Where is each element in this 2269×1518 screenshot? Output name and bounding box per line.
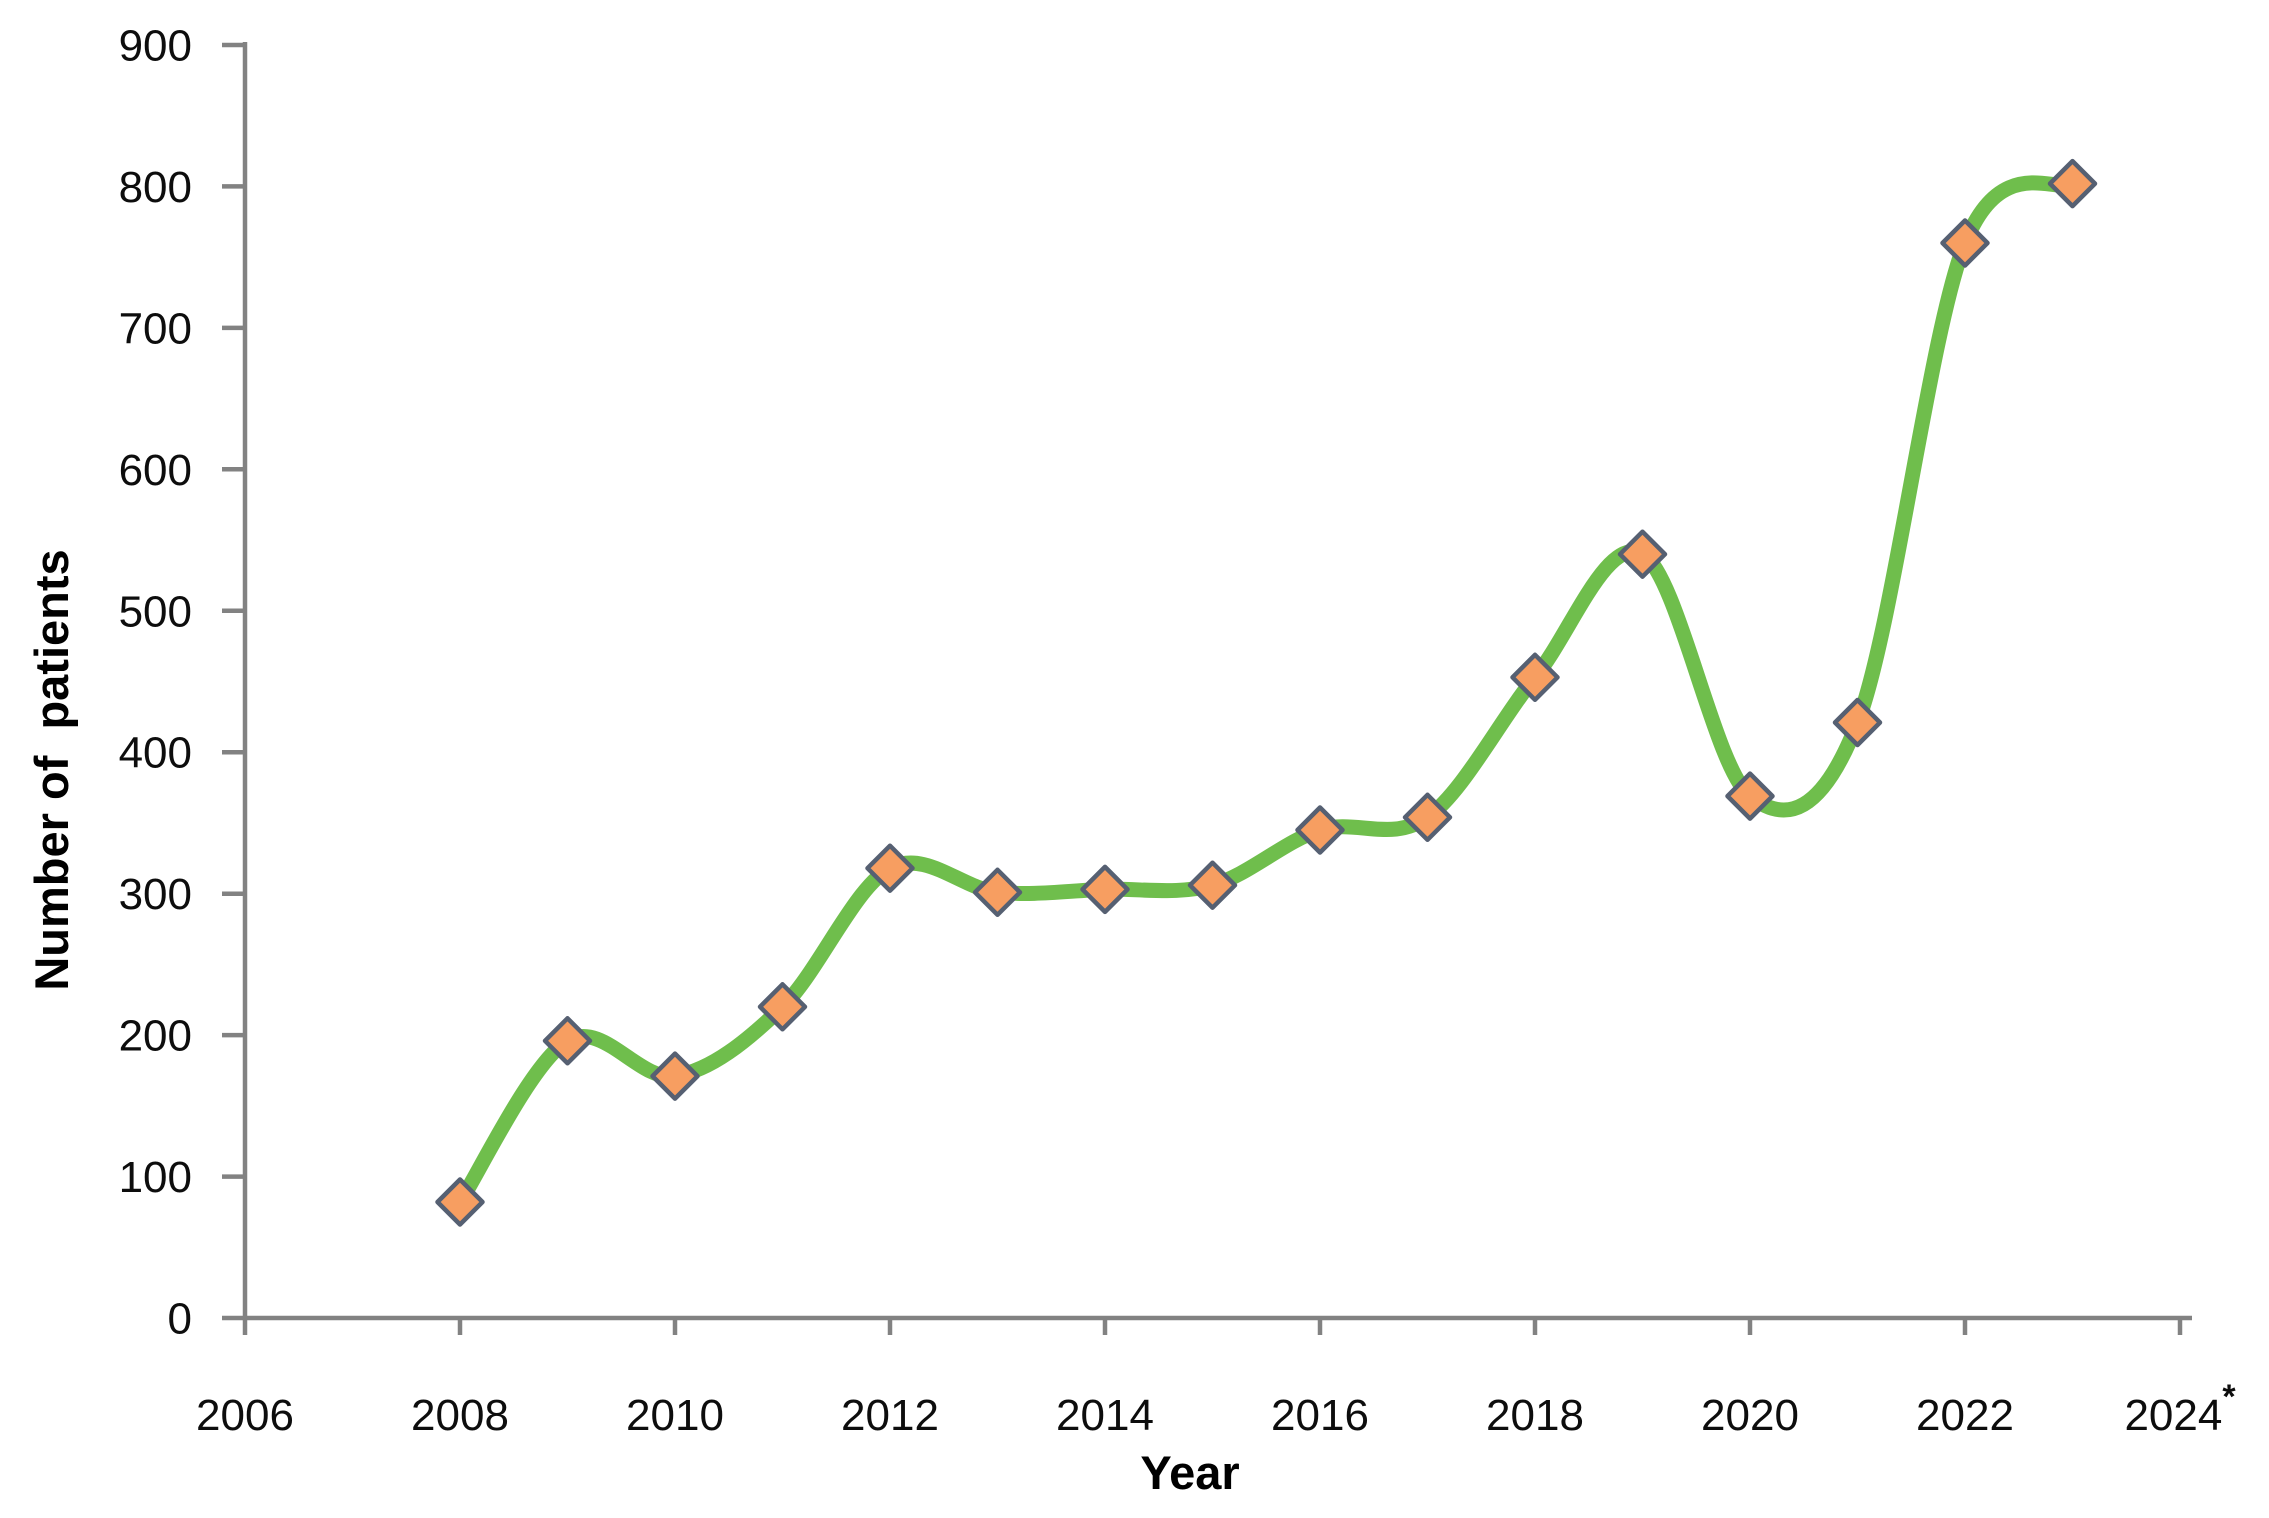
data-point-2019: 2019: 540 [1617,529,1668,579]
series-line-patients [452,175,2080,1210]
x-tick-label: 2010 [626,1391,724,1440]
footnote-asterisk: * [2222,1378,2236,1416]
axis-lines [242,42,2192,1321]
axis-ticks [222,42,2183,1335]
x-tick-label: 2006 [196,1391,294,1440]
y-tick-label: 100 [119,1153,192,1202]
data-point-2008: 2008: 82 [435,1177,485,1227]
data-point-2017: 2017: 354 [1402,792,1453,843]
data-point-2018: 2018: 453 [1510,652,1560,703]
data-point-2023: 2023: 802 [2047,158,2098,209]
x-tick-label: 2012 [841,1391,939,1440]
data-point-2021: 2021: 421 [1832,697,1883,748]
data-point-2015: 2015: 306 [1187,860,1238,910]
y-tick-label: 700 [119,304,192,353]
y-tick-label: 600 [119,446,192,495]
data-point-2020: 2020: 369 [1725,771,1775,821]
x-axis-title: Year [1140,1446,1239,1499]
x-tick-label: 2024* [2124,1378,2236,1440]
patients-trend-line [452,175,2080,1210]
x-tick-label: 2014 [1056,1391,1154,1440]
data-point-2010: 2010: 171 [650,1051,700,1101]
data-point-2022: 2022: 760 [1940,218,1990,268]
y-tick-label: 800 [119,163,192,212]
y-tick-label: 400 [119,729,192,778]
y-tick-label: 200 [119,1012,192,1061]
y-axis-title: Number of patients [25,549,78,990]
axes [242,42,2192,1321]
data-point-2009: 2009: 196 [542,1016,593,1066]
data-point-2014: 2014: 303 [1080,864,1130,915]
x-tick-label: 2020 [1701,1391,1799,1440]
y-tick-label: 900 [119,22,192,71]
x-tick-label: 2008 [411,1391,509,1440]
data-point-2011: 2011: 220 [757,982,808,1032]
x-tick-label: 2022 [1916,1391,2014,1440]
x-tick-label: 2018 [1486,1391,1584,1440]
y-tick-label: 300 [119,870,192,919]
data-point-2012: 2012: 318 [865,843,915,893]
data-point-2016: 2016: 345 [1295,805,1345,855]
data-point-2013: 2013: 301 [972,867,1023,918]
y-tick-label: 0 [168,1295,192,1344]
series-markers: 2008: 82 2009: 196 2010: 171 2011: 220 2012:… [435,158,2098,1227]
y-tick-label: 500 [119,587,192,636]
axis-tick-labels: 0 100 200 300 400 500 600 700 800 900 2006 2008 2010… [119,22,2237,1441]
x-tick-label: 2016 [1271,1391,1369,1440]
